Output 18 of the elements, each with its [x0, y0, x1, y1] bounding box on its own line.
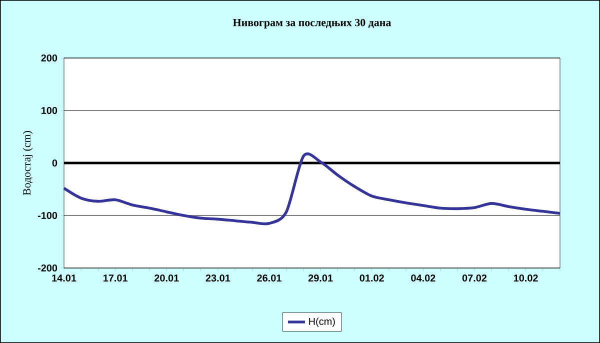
x-tick-label: 07.02: [462, 274, 487, 282]
y-tick-label: 100: [41, 106, 58, 114]
x-tick-label: 17.01: [103, 274, 128, 282]
x-tick-label: 29.01: [308, 274, 333, 282]
x-tick-label: 10.02: [514, 274, 538, 282]
x-tick-label: 14.01: [52, 274, 76, 282]
y-tick-label: -100: [38, 212, 58, 220]
x-tick-label: 23.01: [206, 274, 230, 282]
y-axis-title: Водостај (cm): [22, 131, 33, 196]
x-tick-label: 20.01: [154, 274, 179, 282]
chart-title: Нивограм за последњих 30 дана: [232, 18, 392, 28]
y-tick-label: 0: [52, 159, 58, 167]
y-tick-label: 200: [41, 54, 58, 62]
legend-label: H(cm): [309, 318, 335, 327]
x-tick-label: 01.02: [360, 274, 384, 282]
x-tick-label: 04.02: [411, 274, 436, 282]
y-tick-label: -200: [38, 264, 58, 272]
x-tick-label: 26.01: [257, 274, 282, 282]
